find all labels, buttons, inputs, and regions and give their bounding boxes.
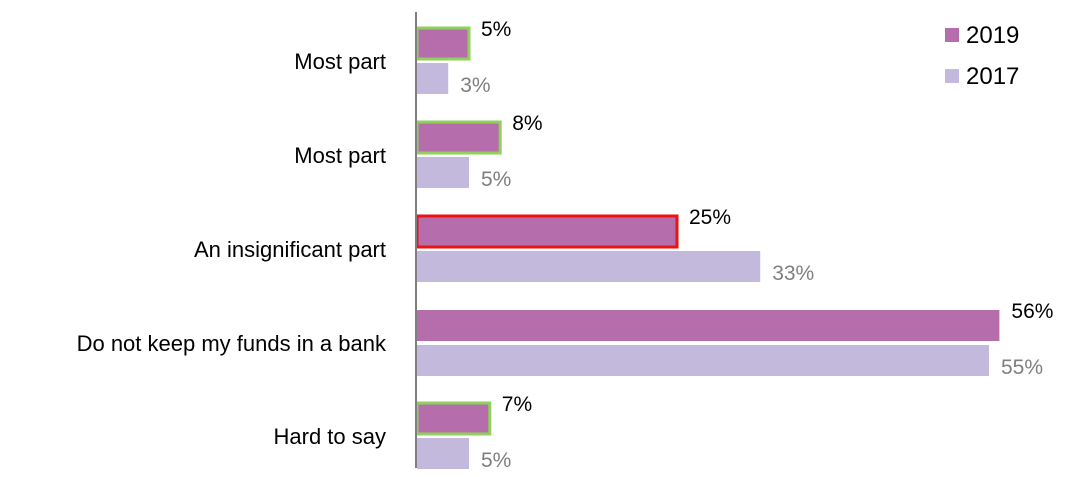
bar-2019 <box>417 310 1000 341</box>
value-label-2017: 33% <box>772 262 814 285</box>
category-labels: Most part Most part An insignificant part D… <box>77 49 387 449</box>
legend-label-2017: 2017 <box>966 63 1019 90</box>
bar-2017 <box>417 157 469 188</box>
value-label-2019: 7% <box>502 393 532 416</box>
bars-group <box>415 26 1000 469</box>
legend-swatch-2017 <box>945 69 959 83</box>
category-label: Most part <box>294 49 386 74</box>
bar-2019 <box>415 401 492 436</box>
legend-swatch-2019 <box>945 28 959 42</box>
category-label: Do not keep my funds in a bank <box>77 331 387 356</box>
legend: 2019 2017 <box>945 22 1019 90</box>
category-label: Most part <box>294 143 386 168</box>
value-labels: 5% 3% 8% 5% 25% 33% 56% 55% 7% 5% <box>460 18 1053 472</box>
bar-2017 <box>417 251 761 282</box>
bar-2019 <box>415 214 679 249</box>
value-label-2019: 5% <box>481 18 511 41</box>
bar-2017 <box>417 345 989 376</box>
bar-2019 <box>415 26 471 61</box>
bar-2019 <box>415 120 502 155</box>
value-label-2017: 55% <box>1001 356 1043 379</box>
value-label-2017: 5% <box>481 449 511 472</box>
value-label-2017: 3% <box>460 74 490 97</box>
value-label-2019: 8% <box>512 112 542 135</box>
value-label-2017: 5% <box>481 168 511 191</box>
bar-2017 <box>417 63 449 94</box>
category-label: An insignificant part <box>194 237 386 262</box>
value-label-2019: 25% <box>689 206 731 229</box>
legend-label-2019: 2019 <box>966 22 1019 49</box>
bar-2017 <box>417 438 469 469</box>
value-label-2019: 56% <box>1011 300 1053 323</box>
category-label: Hard to say <box>274 424 387 449</box>
